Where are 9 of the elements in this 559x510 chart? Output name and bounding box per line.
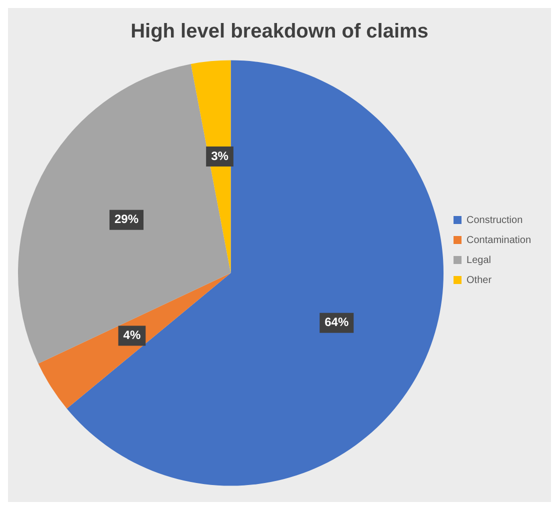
legend-label: Legal xyxy=(466,254,491,266)
legend-label: Contamination xyxy=(466,234,531,246)
data-label: 3% xyxy=(211,148,229,163)
legend-label: Construction xyxy=(466,214,523,226)
data-label: 4% xyxy=(123,328,141,342)
data-label: 29% xyxy=(114,212,139,226)
legend-label: Other xyxy=(466,274,492,286)
chart-title: High level breakdown of claims xyxy=(130,20,428,43)
data-label: 64% xyxy=(324,315,349,330)
